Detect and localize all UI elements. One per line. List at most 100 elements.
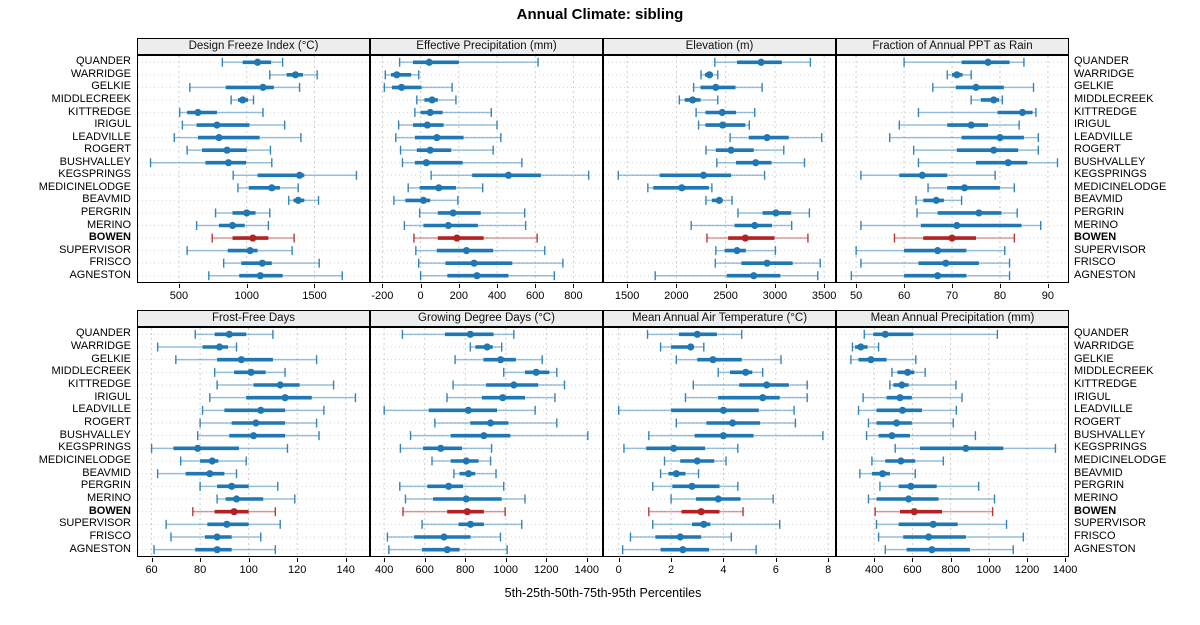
percentile-row-quander — [863, 329, 999, 339]
axis-tick-mark — [627, 284, 629, 288]
station-label-left-agneston: AGNESTON — [69, 542, 131, 555]
panel-plot-area — [836, 327, 1069, 557]
percentile-row-bushvalley — [401, 158, 523, 168]
median-dot — [215, 343, 224, 351]
percentile-row-bowen — [211, 233, 295, 243]
median-dot — [464, 470, 473, 478]
axis-tick-mark — [314, 284, 316, 288]
median-dot — [252, 419, 260, 427]
station-label-right-bowen: BOWEN — [1074, 231, 1117, 244]
axis-tick-mark — [856, 284, 858, 288]
panel-plot-area — [370, 55, 603, 283]
axis-tick-mark — [246, 284, 248, 288]
median-dot — [224, 159, 233, 167]
percentile-row-kittredge — [692, 380, 808, 390]
axis-tick-label: 1500 — [614, 290, 640, 302]
percentile-row-pergrin — [399, 481, 505, 491]
median-dot — [904, 495, 913, 503]
median-dot — [464, 406, 472, 414]
axis-tick-label: 800 — [564, 290, 583, 302]
percentile-row-kittredge — [917, 108, 1037, 117]
median-dot — [249, 234, 257, 242]
station-label-left-frisco: FRISCO — [89, 256, 131, 269]
median-dot — [881, 330, 889, 338]
station-label-left-supervisor: SUPERVISOR — [59, 517, 131, 530]
percentile-row-middlecreek — [503, 367, 558, 377]
station-label-left-quander: QUANDER — [75, 327, 131, 340]
median-dot — [772, 209, 780, 217]
axis-tick-label: 600 — [415, 564, 434, 576]
percentile-row-warridge — [946, 70, 972, 80]
percentile-row-leadville — [383, 405, 536, 415]
median-dot — [898, 381, 906, 389]
median-dot — [249, 432, 258, 440]
median-dot — [194, 108, 202, 117]
station-label-left-bushvalley: BUSHVALLEY — [59, 155, 131, 168]
percentile-row-beavmid — [288, 195, 320, 205]
percentile-row-middlecreek — [678, 95, 719, 105]
median-dot — [1004, 159, 1012, 167]
median-dot — [473, 272, 481, 280]
median-dot — [466, 520, 475, 528]
axis-tick-mark — [178, 284, 180, 288]
percentile-row-quander — [646, 329, 743, 339]
percentile-row-middlecreek — [230, 95, 255, 105]
station-label-left-medicinelodge: MEDICINELODGE — [38, 180, 131, 193]
median-dot — [437, 444, 445, 452]
median-dot — [934, 247, 942, 255]
percentile-row-agneston — [621, 545, 757, 555]
percentile-row-pergrin — [214, 208, 271, 218]
axis-tick-mark — [824, 284, 826, 288]
station-label-right-kittredge: KITTREDGE — [1074, 105, 1137, 118]
axis-tick-mark — [904, 284, 906, 288]
panel-fraction-of-annual-ppt-as-rain: Fraction of Annual PPT as Rain — [836, 38, 1069, 283]
median-dot — [697, 508, 705, 516]
station-label-left-irigul: IRIGUL — [94, 118, 131, 131]
axis-tick-mark — [723, 558, 725, 562]
percentile-row-leadville — [201, 405, 325, 415]
percentile-row-merino — [195, 221, 270, 230]
percentile-row-supervisor — [855, 246, 1006, 256]
percentile-row-beavmid — [659, 469, 700, 479]
axis-tick-label: 600 — [526, 290, 545, 302]
median-dot — [904, 368, 912, 376]
percentile-row-bushvalley — [196, 431, 320, 441]
percentile-row-middlecreek — [970, 95, 1004, 105]
percentile-row-leadville — [888, 133, 1040, 143]
percentile-row-quander — [194, 329, 274, 339]
median-dot — [727, 146, 735, 154]
percentile-row-agneston — [419, 271, 555, 281]
percentile-row-agneston — [208, 271, 343, 281]
median-dot — [419, 196, 428, 204]
station-label-right-irigul: IRIGUL — [1074, 118, 1111, 131]
percentile-row-kittredge — [452, 380, 566, 390]
median-dot — [435, 184, 443, 192]
axis-tick-mark — [775, 558, 777, 562]
station-label-right-kegsprings: KEGSPRINGS — [1074, 441, 1147, 454]
median-dot — [962, 444, 970, 452]
percentile-row-merino — [403, 221, 527, 230]
median-dot — [672, 470, 680, 478]
median-dot — [700, 520, 708, 528]
station-label-right-merino: MERINO — [1074, 218, 1118, 231]
percentile-row-beavmid — [705, 195, 733, 205]
axis-tick-label: 1500 — [302, 290, 327, 302]
axis-tick-mark — [950, 558, 952, 562]
median-dot — [759, 394, 767, 402]
median-dot — [990, 146, 998, 154]
percentile-row-rogert — [434, 418, 558, 428]
station-label-left-beavmid: BEAVMID — [82, 466, 131, 479]
axis-tick-mark — [952, 284, 954, 288]
median-dot — [243, 209, 251, 217]
percentile-row-bowen — [402, 507, 506, 517]
station-label-left-gelkie: GELKIE — [91, 80, 131, 93]
station-label-left-kittredge: KITTREDGE — [68, 105, 131, 118]
percentile-row-warridge — [269, 70, 318, 80]
station-label-left-bowen: BOWEN — [88, 504, 131, 517]
percentile-row-bushvalley — [716, 158, 806, 168]
axis-tick-label: 1000 — [976, 564, 1002, 576]
percentile-row-beavmid — [156, 469, 238, 479]
percentile-row-gelkie — [675, 355, 782, 365]
percentile-row-pergrin — [418, 208, 526, 218]
station-label-left-supervisor: SUPERVISOR — [59, 243, 131, 256]
